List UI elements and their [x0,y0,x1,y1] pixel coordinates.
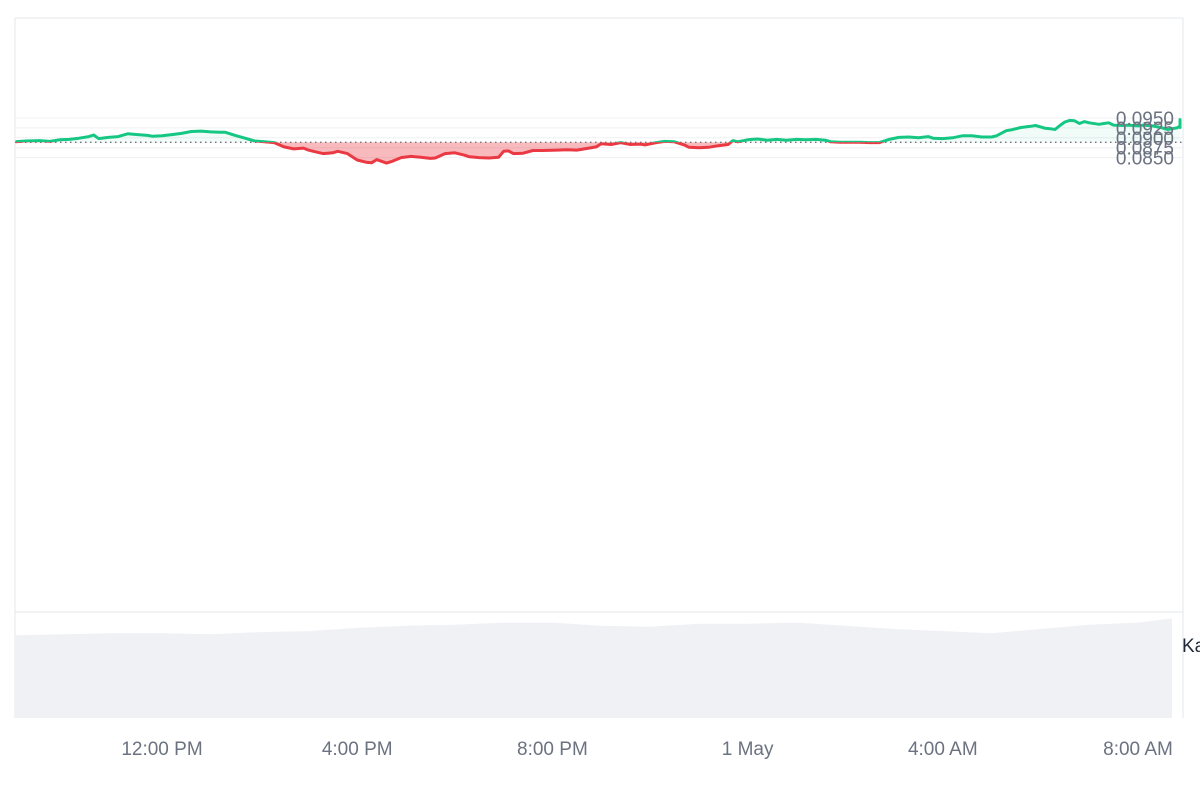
volume-area [15,616,1172,718]
y-tick-label: 0.0950 [1116,109,1174,130]
y-tick-label: 0.0850 [1116,149,1174,170]
chart-frame [14,17,1184,718]
area-below-baseline [15,142,1180,164]
x-tick-label: 1 May [722,739,774,760]
y-tick-label: 0.0900 [1116,129,1174,150]
edge-label: Ka [1182,636,1200,657]
area-above-baseline [15,119,1180,143]
y-tick-label: 0.0875 [1116,139,1174,160]
grid-lines [15,117,1183,159]
price-line-up [15,118,1182,143]
edge-text: Ka [1182,636,1200,657]
x-tick-label: 8:00 AM [1103,739,1173,760]
price-areas [15,119,1180,164]
x-tick-label: 8:00 PM [517,739,588,760]
x-tick-label: 4:00 AM [908,739,978,760]
x-tick-label: 4:00 PM [322,739,393,760]
x-tick-label: 12:00 PM [121,739,202,760]
volume-fill [15,616,1172,718]
price-lines [15,118,1182,165]
x-axis-ticks: 12:00 PM 4:00 PM 8:00 PM 1 May 4:00 AM 8:00 A… [121,739,1173,760]
price-line-down [15,142,886,165]
y-tick-label: 0.0925 [1116,119,1174,140]
